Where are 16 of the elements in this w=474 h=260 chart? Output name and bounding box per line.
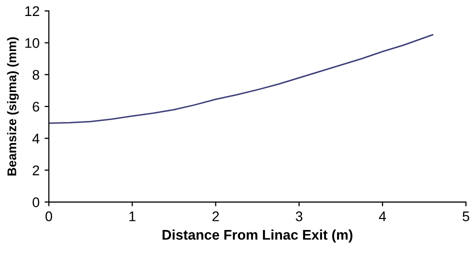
y-tick-label: 6 bbox=[32, 102, 40, 112]
y-tick-label: 0 bbox=[32, 197, 40, 208]
y-tick-label: 2 bbox=[32, 166, 40, 176]
x-tick-label: 2 bbox=[212, 211, 219, 222]
x-tick-label: 3 bbox=[296, 211, 302, 222]
x-tick-label: 4 bbox=[378, 212, 386, 222]
x-tick-label: 0 bbox=[46, 211, 52, 222]
y-tick-label: 8 bbox=[32, 70, 40, 80]
x-tick-label: 1 bbox=[129, 212, 136, 222]
x-axis-title: Distance From Linac Exit (m) bbox=[162, 230, 352, 242]
x-tick-label: 5 bbox=[462, 212, 470, 222]
y-tick-label: 4 bbox=[32, 134, 40, 144]
line-series bbox=[48, 34, 434, 124]
y-tick-label: 10 bbox=[25, 38, 40, 48]
y-tick-label: 12 bbox=[25, 6, 40, 16]
y-axis-title: Beamsize (sigma) (mm) bbox=[7, 37, 19, 176]
